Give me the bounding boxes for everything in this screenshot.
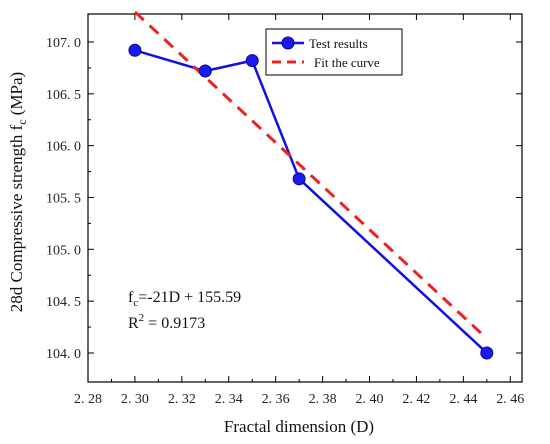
test-results-point xyxy=(245,54,259,68)
x-tick-label: 2. 42 xyxy=(402,392,430,407)
y-tick-label: 107. 0 xyxy=(46,36,81,51)
x-tick-label: 2. 32 xyxy=(168,392,196,407)
y-tick-label: 106. 5 xyxy=(46,88,81,103)
x-tick-label: 2. 40 xyxy=(356,392,384,407)
series-layer xyxy=(128,10,494,360)
legend-label-fit-the-curve: Fit the curve xyxy=(314,55,380,70)
r-squared-r: R xyxy=(128,315,139,332)
y-tick-label: 106. 0 xyxy=(46,140,81,155)
x-tick-label: 2. 38 xyxy=(309,392,337,407)
fit-equation-rest: =-21D + 155.59 xyxy=(138,289,241,306)
x-tick-label: 2. 34 xyxy=(215,392,243,407)
x-tick-label: 2. 44 xyxy=(449,392,477,407)
axes xyxy=(87,13,523,383)
x-tick-label: 2. 28 xyxy=(74,392,102,407)
x-tick-label: 2. 36 xyxy=(262,392,290,407)
r-squared: R2 = 0.9173 xyxy=(128,312,205,332)
plot-frame xyxy=(87,13,523,383)
x-axis-title: Fractal dimension (D) xyxy=(224,417,374,436)
y-tick-label: 104. 0 xyxy=(46,347,81,362)
series-fit-the-curve-line xyxy=(133,10,488,340)
series-test-results-line xyxy=(134,49,488,354)
test-results-point xyxy=(128,43,142,57)
legend-marker-test-results xyxy=(281,36,295,50)
test-results-point xyxy=(480,346,494,360)
y-tick-label: 105. 5 xyxy=(46,191,81,206)
y-axis-title-main: 28d Compressive strength f xyxy=(7,124,26,312)
y-axis-title-unit: (MPa) xyxy=(7,72,26,120)
fit-equation-f: f xyxy=(128,289,134,306)
r-squared-sup: 2 xyxy=(139,312,145,324)
y-tick-label: 104. 5 xyxy=(46,295,81,310)
x-axis-ticks: 2. 28 2. 30 2. 32 2. 34 2. 36 2. 38 2. 40 2. 42… xyxy=(74,14,524,407)
legend: Test results Fit the curve xyxy=(265,28,403,76)
fit-equation: fc=-21D + 155.59 xyxy=(128,289,241,309)
y-tick-label: 105. 0 xyxy=(46,243,81,258)
r-squared-rest: = 0.9173 xyxy=(144,315,205,332)
test-results-point xyxy=(198,64,212,78)
y-axis-title-sub: c xyxy=(15,119,29,124)
legend-label-test-results: Test results xyxy=(309,36,368,51)
y-axis-ticks: 104. 0 104. 5 105. 0 105. 5 106. 0 106. 5 107.… xyxy=(46,36,522,362)
x-tick-label: 2. 30 xyxy=(121,392,149,407)
fit-equation-sub: c xyxy=(133,297,138,309)
y-axis-title: 28d Compressive strength fc (MPa) xyxy=(7,72,29,312)
x-tick-label: 2. 46 xyxy=(496,392,524,407)
test-results-point xyxy=(292,172,306,186)
